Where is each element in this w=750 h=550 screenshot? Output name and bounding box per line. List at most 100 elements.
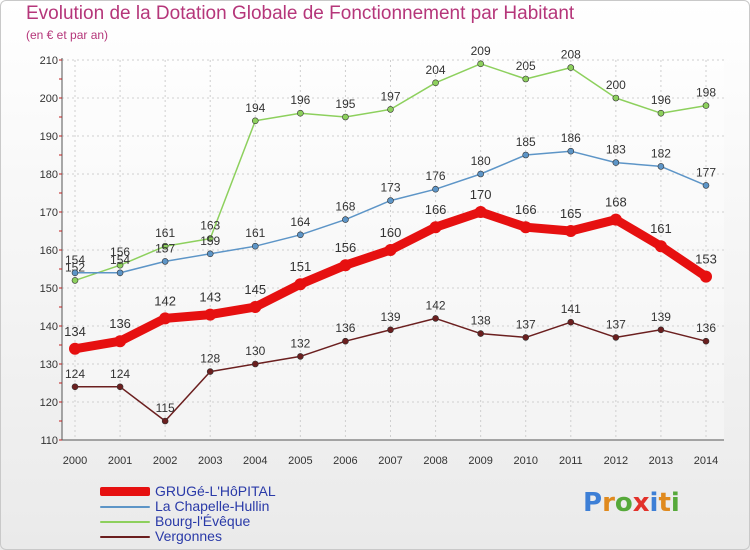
x-tick-label: 2009 bbox=[468, 455, 492, 467]
legend-swatch-bourg-l-eveque bbox=[100, 521, 150, 523]
data-label: 161 bbox=[245, 226, 265, 240]
legend-swatch-grugé-l-hopital bbox=[100, 487, 150, 496]
data-label: 200 bbox=[606, 78, 626, 92]
data-label: 209 bbox=[471, 44, 491, 58]
data-point bbox=[567, 318, 575, 326]
data-label: 164 bbox=[290, 215, 310, 229]
data-point bbox=[71, 383, 79, 391]
x-tick-label: 2011 bbox=[559, 455, 583, 467]
data-point bbox=[161, 417, 169, 425]
data-point bbox=[702, 337, 710, 345]
data-point bbox=[432, 315, 439, 322]
logo-letter: P bbox=[583, 488, 603, 518]
data-label: 124 bbox=[65, 367, 85, 381]
y-tick-label: 210 bbox=[40, 55, 58, 67]
data-point bbox=[116, 261, 124, 269]
data-label: 137 bbox=[606, 317, 626, 331]
logo-letter: i bbox=[649, 488, 659, 518]
chart-subtitle: (en € et par an) bbox=[26, 28, 109, 42]
data-label: 194 bbox=[245, 101, 265, 115]
data-point bbox=[612, 334, 620, 341]
legend-label: Vergonnes bbox=[155, 528, 222, 544]
data-label: 134 bbox=[64, 324, 86, 339]
data-label: 205 bbox=[516, 59, 536, 73]
data-label: 177 bbox=[696, 165, 716, 179]
y-tick-label: 180 bbox=[40, 169, 58, 181]
data-point bbox=[206, 235, 214, 242]
data-point bbox=[71, 269, 79, 277]
data-label: 143 bbox=[199, 290, 221, 305]
data-point bbox=[564, 225, 577, 237]
data-point bbox=[384, 244, 397, 256]
data-point bbox=[700, 270, 712, 283]
data-point bbox=[71, 277, 79, 284]
data-point bbox=[342, 113, 349, 121]
data-label: 159 bbox=[200, 234, 220, 248]
data-point bbox=[387, 326, 394, 334]
data-point bbox=[612, 159, 620, 166]
x-tick-label: 2008 bbox=[423, 455, 447, 467]
data-point bbox=[702, 102, 710, 109]
data-label: 208 bbox=[561, 48, 581, 62]
data-label: 132 bbox=[290, 336, 310, 350]
y-tick-label: 190 bbox=[40, 131, 58, 143]
data-point bbox=[69, 342, 81, 355]
data-point bbox=[161, 242, 169, 250]
x-tick-label: 2014 bbox=[694, 455, 718, 467]
data-label: 157 bbox=[155, 241, 175, 255]
x-tick-label: 2004 bbox=[243, 455, 267, 467]
data-point bbox=[702, 182, 710, 189]
data-label: 152 bbox=[65, 260, 85, 274]
data-point bbox=[114, 335, 127, 348]
data-label: 151 bbox=[290, 259, 312, 274]
logo-letter: r bbox=[602, 488, 615, 518]
data-point bbox=[432, 185, 439, 193]
data-point bbox=[474, 206, 487, 218]
x-tick-label: 2000 bbox=[63, 455, 87, 467]
data-label: 136 bbox=[696, 321, 716, 335]
data-point bbox=[342, 216, 349, 223]
data-point bbox=[161, 258, 169, 265]
data-label: 166 bbox=[425, 202, 447, 217]
data-label: 156 bbox=[110, 245, 130, 259]
data-label: 141 bbox=[561, 302, 581, 316]
legend-label: Bourg-l'Évêque bbox=[155, 513, 251, 529]
proxiti-logo: Proxiti bbox=[583, 488, 680, 518]
data-point bbox=[657, 109, 665, 117]
data-label: 154 bbox=[110, 253, 130, 267]
data-label: 142 bbox=[426, 298, 446, 312]
data-point bbox=[297, 231, 304, 239]
data-point bbox=[206, 368, 214, 375]
data-label: 168 bbox=[335, 200, 355, 214]
y-tick-label: 160 bbox=[40, 245, 58, 257]
data-label: 130 bbox=[245, 344, 265, 358]
data-point bbox=[519, 221, 532, 234]
data-point bbox=[477, 60, 484, 68]
x-tick-label: 2002 bbox=[153, 455, 177, 467]
data-point bbox=[387, 197, 394, 204]
data-label: 183 bbox=[606, 143, 626, 157]
data-label: 137 bbox=[516, 317, 536, 331]
data-point bbox=[522, 75, 530, 83]
data-label: 176 bbox=[426, 169, 446, 183]
data-point bbox=[251, 360, 259, 368]
data-point bbox=[429, 221, 442, 234]
data-point bbox=[251, 117, 259, 125]
x-tick-label: 2007 bbox=[378, 455, 402, 467]
data-point bbox=[657, 326, 665, 334]
data-label: 173 bbox=[380, 181, 400, 195]
data-label: 145 bbox=[244, 282, 266, 297]
data-label: 160 bbox=[380, 225, 402, 240]
data-point bbox=[339, 259, 352, 272]
y-tick-label: 150 bbox=[40, 283, 58, 295]
data-point bbox=[297, 109, 304, 117]
x-tick-label: 2006 bbox=[333, 455, 357, 467]
data-point bbox=[567, 147, 575, 155]
x-tick-label: 2003 bbox=[198, 455, 222, 467]
data-label: 196 bbox=[290, 93, 310, 107]
data-label: 196 bbox=[651, 93, 671, 107]
data-label: 142 bbox=[154, 293, 176, 308]
logo-letter: o bbox=[614, 488, 633, 518]
data-point bbox=[522, 151, 530, 159]
